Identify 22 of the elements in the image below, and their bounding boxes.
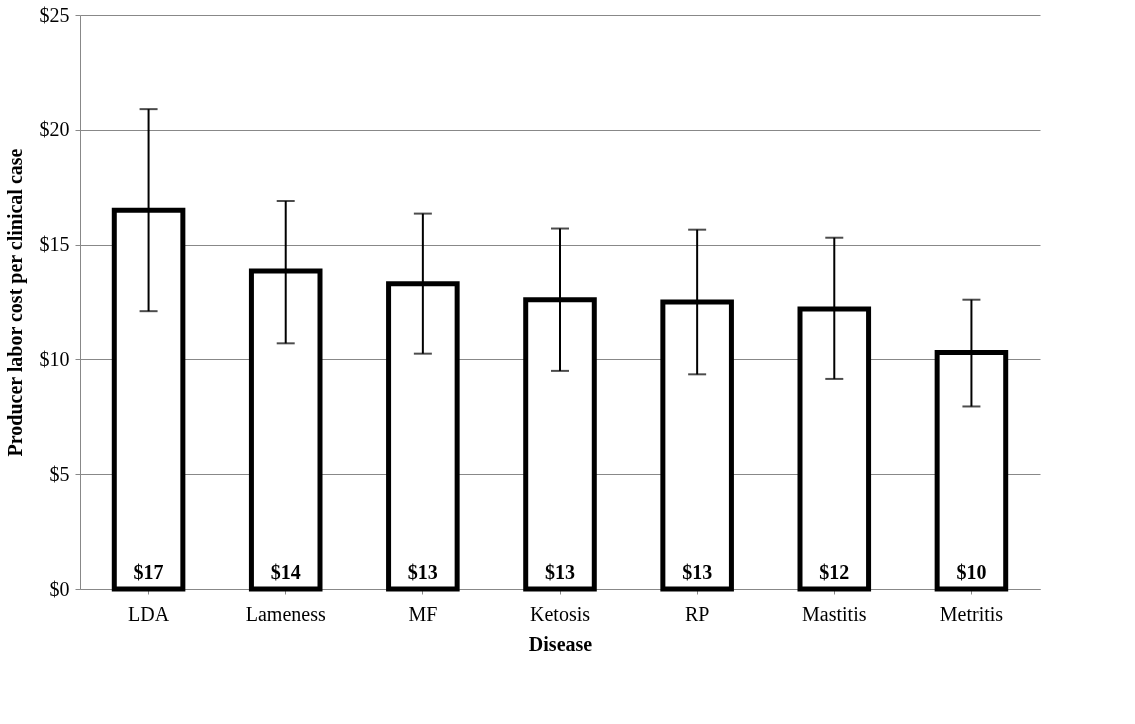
x-tick-label: Mastitis (802, 602, 867, 625)
data-label: $13 (407, 561, 438, 583)
y-tick-label: $15 (39, 233, 70, 256)
x-tick-label: RP (684, 602, 710, 625)
y-tick-label: $0 (49, 577, 70, 600)
data-label: $17 (133, 561, 164, 583)
y-tick-label: $20 (39, 118, 70, 141)
x-tick-label: Ketosis (530, 602, 591, 625)
y-tick-label: $10 (39, 347, 70, 370)
x-tick-label: Metritis (939, 602, 1004, 625)
x-tick-label: MF (408, 602, 438, 625)
data-label: $12 (819, 561, 850, 583)
y-tick-label: $5 (49, 462, 70, 485)
data-label: $13 (545, 561, 575, 583)
data-label: $13 (682, 561, 713, 583)
y-axis-title: Producer labor cost per clinical case (3, 148, 27, 457)
x-tick-label: Lameness (245, 602, 326, 625)
x-axis-title: Disease (528, 632, 593, 655)
data-label: $10 (956, 561, 987, 583)
y-tick-label: $25 (39, 3, 70, 26)
data-label: $14 (270, 561, 301, 583)
x-tick-label: LDA (128, 602, 170, 625)
